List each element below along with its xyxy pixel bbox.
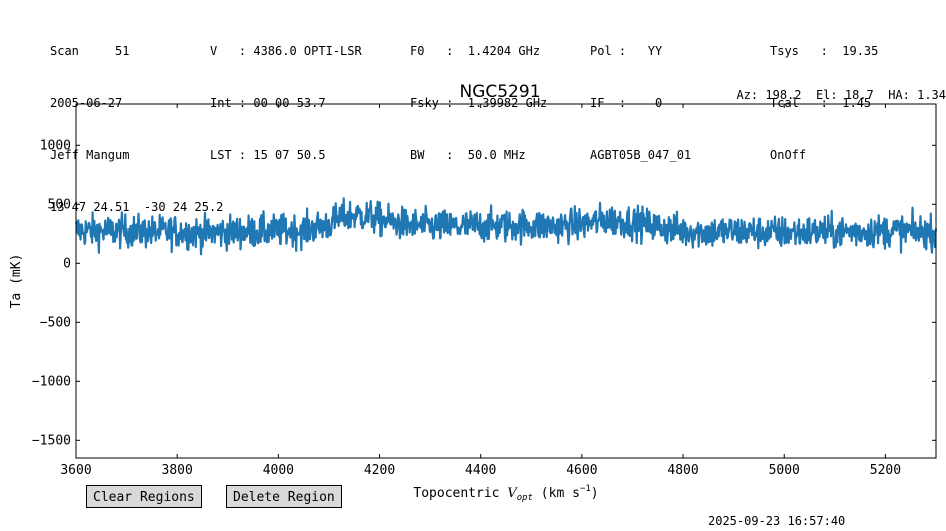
tsys-value: Tsys : 19.35 xyxy=(770,44,879,58)
clear-regions-button[interactable]: Clear Regions xyxy=(86,485,202,508)
y-tick-label: 0 xyxy=(63,256,71,271)
delete-region-button[interactable]: Delete Region xyxy=(226,485,342,508)
procedure-name: OnOff xyxy=(770,148,807,162)
y-tick-label: −1500 xyxy=(32,433,71,448)
x-axis-label: Topocentric Vopt (km s−1) xyxy=(413,484,598,503)
x-tick-label: 3600 xyxy=(60,463,91,478)
x-tick-label: 5200 xyxy=(870,463,901,478)
x-tick-label: 4000 xyxy=(263,463,294,478)
integration-time: Int : 00 00 53.7 xyxy=(210,96,326,110)
timestamp: 2025-09-23 16:57:40 xyxy=(708,514,846,528)
y-axis-label: Ta (mK) xyxy=(9,254,24,309)
lst-info: LST : 15 07 50.5 xyxy=(210,148,326,162)
source-coordinates: 13 47 24.51 -30 24 25.2 xyxy=(50,200,224,214)
y-tick-label: −1000 xyxy=(32,374,71,389)
scan-number: Scan 51 xyxy=(50,44,130,58)
polarization: Pol : YY xyxy=(590,44,663,58)
y-tick-label: 500 xyxy=(48,197,71,212)
project-id: AGBT05B_047_01 xyxy=(590,148,692,162)
header-col5: Tsys : 19.35 Tcal : 1.45 OnOff xyxy=(770,16,878,176)
y-tick-label: 1000 xyxy=(40,138,71,153)
tcal-value: Tcal : 1.45 xyxy=(770,96,872,110)
x-tick-label: 4600 xyxy=(566,463,597,478)
header-col2: V : 4386.0 OPTI-LSR Int : 00 00 53.7 LST… xyxy=(210,16,362,176)
az-el-ha: Az: 198.2 El: 18.7 HA: 1.34 xyxy=(736,88,946,102)
x-tick-label: 4800 xyxy=(667,463,698,478)
x-tick-label: 4200 xyxy=(364,463,395,478)
plot-frame xyxy=(75,103,937,459)
observer-name: Jeff Mangum xyxy=(50,148,130,162)
velocity-info: V : 4386.0 OPTI-LSR xyxy=(210,44,362,58)
x-tick-label: 5000 xyxy=(769,463,800,478)
x-tick-label: 4400 xyxy=(465,463,496,478)
plot-title: NGC5291 xyxy=(459,82,541,102)
y-tick-label: −500 xyxy=(40,315,71,330)
bandwidth: BW : 50.0 MHz xyxy=(410,148,526,162)
observation-date: 2005-06-27 xyxy=(50,96,123,110)
if-number: IF : 0 xyxy=(590,96,663,110)
header-col4: Pol : YY IF : 0 AGBT05B_047_01 xyxy=(590,16,691,176)
x-tick-label: 3800 xyxy=(162,463,193,478)
header-col1: Scan 51 2005-06-27 Jeff Mangum 13 47 24.… xyxy=(50,16,223,228)
spectrum-line xyxy=(74,197,938,256)
rest-frequency: F0 : 1.4204 GHz xyxy=(410,44,541,58)
